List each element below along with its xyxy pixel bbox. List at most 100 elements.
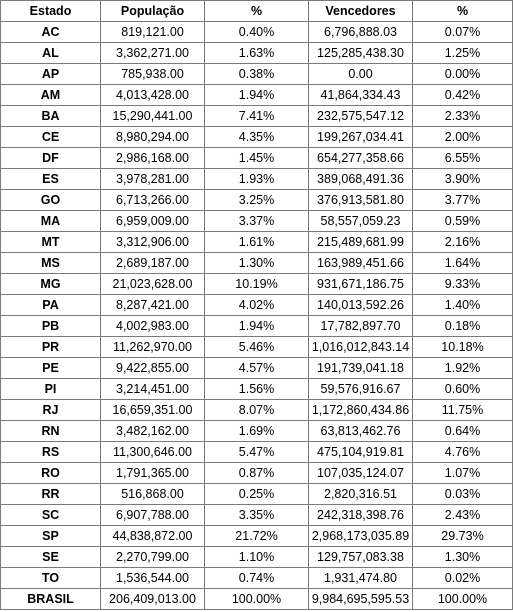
populacao-cell: 2,270,799.00 — [100, 546, 205, 568]
table-row: CE 8,980,294.00 4.35% 199,267,034.41 2.00% — [0, 126, 513, 148]
table-row: AP 785,938.00 0.38% 0.00 0.00% — [0, 63, 513, 85]
table-row: RR 516,868.00 0.25% 2,820,316.51 0.03% — [0, 483, 513, 505]
vencedores-cell: 242,318,398.76 — [308, 504, 413, 526]
populacao-percent-cell: 1.61% — [204, 231, 309, 253]
vencedores-cell: 129,757,083.38 — [308, 546, 413, 568]
populacao-cell: 44,838,872.00 — [100, 525, 205, 547]
table-row: AC 819,121.00 0.40% 6,796,888.03 0.07% — [0, 21, 513, 43]
state-code-cell: AM — [0, 84, 101, 106]
vencedores-cell: 376,913,581.80 — [308, 189, 413, 211]
populacao-percent-cell: 1.63% — [204, 42, 309, 64]
table-row: PI 3,214,451.00 1.56% 59,576,916.67 0.60% — [0, 378, 513, 400]
vencedores-cell: 2,968,173,035.89 — [308, 525, 413, 547]
populacao-cell: 21,023,628.00 — [100, 273, 205, 295]
populacao-percent-cell: 5.46% — [204, 336, 309, 358]
vencedores-percent-cell: 4.76% — [412, 441, 513, 463]
populacao-cell: 8,287,421.00 — [100, 294, 205, 316]
vencedores-cell: 389,068,491.36 — [308, 168, 413, 190]
vencedores-percent-cell: 11.75% — [412, 399, 513, 421]
vencedores-percent-cell: 0.64% — [412, 420, 513, 442]
total-label: BRASIL — [0, 588, 101, 610]
header-row: Estado População % Vencedores % — [0, 0, 513, 22]
table-row: GO 6,713,266.00 3.25% 376,913,581.80 3.77% — [0, 189, 513, 211]
vencedores-cell: 475,104,919.81 — [308, 441, 413, 463]
populacao-cell: 1,536,544.00 — [100, 567, 205, 589]
state-code-cell: GO — [0, 189, 101, 211]
populacao-cell: 2,986,168.00 — [100, 147, 205, 169]
table-row: BA 15,290,441.00 7.41% 232,575,547.12 2.33% — [0, 105, 513, 127]
populacao-percent-cell: 4.57% — [204, 357, 309, 379]
vencedores-percent-cell: 9.33% — [412, 273, 513, 295]
populacao-percent-cell: 0.74% — [204, 567, 309, 589]
vencedores-percent-cell: 1.40% — [412, 294, 513, 316]
populacao-percent-cell: 1.69% — [204, 420, 309, 442]
table-row: MG 21,023,628.00 10.19% 931,671,186.75 9.33% — [0, 273, 513, 295]
state-code-cell: MS — [0, 252, 101, 274]
state-code-cell: RR — [0, 483, 101, 505]
populacao-percent-cell: 1.93% — [204, 168, 309, 190]
vencedores-percent-cell: 0.59% — [412, 210, 513, 232]
populacao-cell: 516,868.00 — [100, 483, 205, 505]
populacao-percent-cell: 3.25% — [204, 189, 309, 211]
populacao-cell: 4,013,428.00 — [100, 84, 205, 106]
state-code-cell: PB — [0, 315, 101, 337]
table-row: SC 6,907,788.00 3.35% 242,318,398.76 2.43% — [0, 504, 513, 526]
populacao-percent-cell: 1.94% — [204, 84, 309, 106]
vencedores-percent-cell: 0.60% — [412, 378, 513, 400]
total-vencedores-percent: 100.00% — [412, 588, 513, 610]
vencedores-cell: 107,035,124.07 — [308, 462, 413, 484]
populacao-percent-cell: 3.35% — [204, 504, 309, 526]
vencedores-cell: 199,267,034.41 — [308, 126, 413, 148]
state-code-cell: RJ — [0, 399, 101, 421]
state-code-cell: ES — [0, 168, 101, 190]
table-row: DF 2,986,168.00 1.45% 654,277,358.66 6.55% — [0, 147, 513, 169]
state-code-cell: SE — [0, 546, 101, 568]
vencedores-percent-cell: 10.18% — [412, 336, 513, 358]
table-row: RS 11,300,646.00 5.47% 475,104,919.81 4.76% — [0, 441, 513, 463]
populacao-percent-cell: 10.19% — [204, 273, 309, 295]
populacao-percent-cell: 0.40% — [204, 21, 309, 43]
vencedores-cell: 125,285,438.30 — [308, 42, 413, 64]
state-code-cell: TO — [0, 567, 101, 589]
state-code-cell: PR — [0, 336, 101, 358]
populacao-cell: 6,907,788.00 — [100, 504, 205, 526]
populacao-cell: 4,002,983.00 — [100, 315, 205, 337]
populacao-percent-cell: 0.25% — [204, 483, 309, 505]
populacao-cell: 785,938.00 — [100, 63, 205, 85]
populacao-percent-cell: 3.37% — [204, 210, 309, 232]
vencedores-percent-cell: 0.18% — [412, 315, 513, 337]
vencedores-percent-cell: 1.07% — [412, 462, 513, 484]
total-vencedores: 9,984,695,595.53 — [308, 588, 413, 610]
state-code-cell: AC — [0, 21, 101, 43]
vencedores-cell: 41,864,334.43 — [308, 84, 413, 106]
table-body: AC 819,121.00 0.40% 6,796,888.03 0.07% AL 3,36… — [0, 21, 513, 589]
vencedores-cell: 654,277,358.66 — [308, 147, 413, 169]
vencedores-percent-cell: 2.16% — [412, 231, 513, 253]
vencedores-percent-cell: 0.02% — [412, 567, 513, 589]
vencedores-cell: 63,813,462.76 — [308, 420, 413, 442]
table-row: AM 4,013,428.00 1.94% 41,864,334.43 0.42% — [0, 84, 513, 106]
populacao-percent-cell: 4.35% — [204, 126, 309, 148]
table-row: MA 6,959,009.00 3.37% 58,557,059.23 0.59% — [0, 210, 513, 232]
table-row: AL 3,362,271.00 1.63% 125,285,438.30 1.25% — [0, 42, 513, 64]
populacao-cell: 15,290,441.00 — [100, 105, 205, 127]
vencedores-percent-cell: 2.43% — [412, 504, 513, 526]
vencedores-percent-cell: 3.77% — [412, 189, 513, 211]
vencedores-cell: 17,782,897.70 — [308, 315, 413, 337]
header-populacao-percent: % — [204, 0, 309, 22]
state-code-cell: RS — [0, 441, 101, 463]
vencedores-percent-cell: 2.00% — [412, 126, 513, 148]
populacao-cell: 11,300,646.00 — [100, 441, 205, 463]
state-code-cell: SP — [0, 525, 101, 547]
populacao-cell: 3,312,906.00 — [100, 231, 205, 253]
vencedores-cell: 0.00 — [308, 63, 413, 85]
populacao-percent-cell: 0.87% — [204, 462, 309, 484]
populacao-cell: 3,362,271.00 — [100, 42, 205, 64]
populacao-percent-cell: 1.10% — [204, 546, 309, 568]
table-row: PB 4,002,983.00 1.94% 17,782,897.70 0.18% — [0, 315, 513, 337]
state-code-cell: RO — [0, 462, 101, 484]
state-code-cell: PA — [0, 294, 101, 316]
vencedores-cell: 163,989,451.66 — [308, 252, 413, 274]
vencedores-cell: 232,575,547.12 — [308, 105, 413, 127]
